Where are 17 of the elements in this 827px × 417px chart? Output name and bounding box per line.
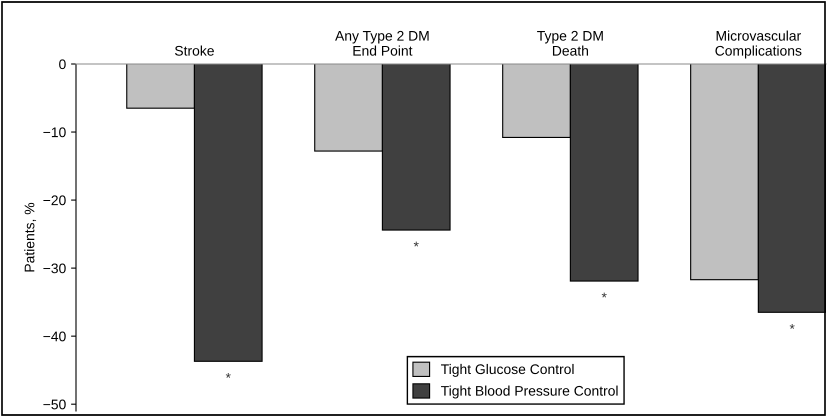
annotation: * — [226, 372, 231, 378]
x-tick-label: Any Type 2 DM End Point — [335, 30, 429, 56]
legend-label: Tight Blood Pressure Control — [441, 386, 618, 398]
x-tick-label: Microvascular Complications — [715, 30, 802, 58]
y-tick-label: 0 — [59, 59, 66, 70]
legend-label: Tight Glucose Control — [441, 364, 574, 377]
y-tick-label: −20 — [43, 195, 66, 206]
y-tick-label: −10 — [43, 127, 66, 138]
annotation: * — [414, 242, 419, 247]
x-tick-label: Type 2 DM Death — [537, 30, 603, 56]
y-tick-label: −50 — [43, 400, 66, 410]
y-axis-title: Patients, % — [24, 202, 36, 272]
x-tick-label: Stroke — [174, 45, 214, 56]
y-tick-label: −30 — [43, 263, 66, 274]
y-tick-label: −40 — [43, 331, 66, 342]
annotation: * — [790, 324, 795, 329]
annotation: * — [602, 292, 607, 298]
